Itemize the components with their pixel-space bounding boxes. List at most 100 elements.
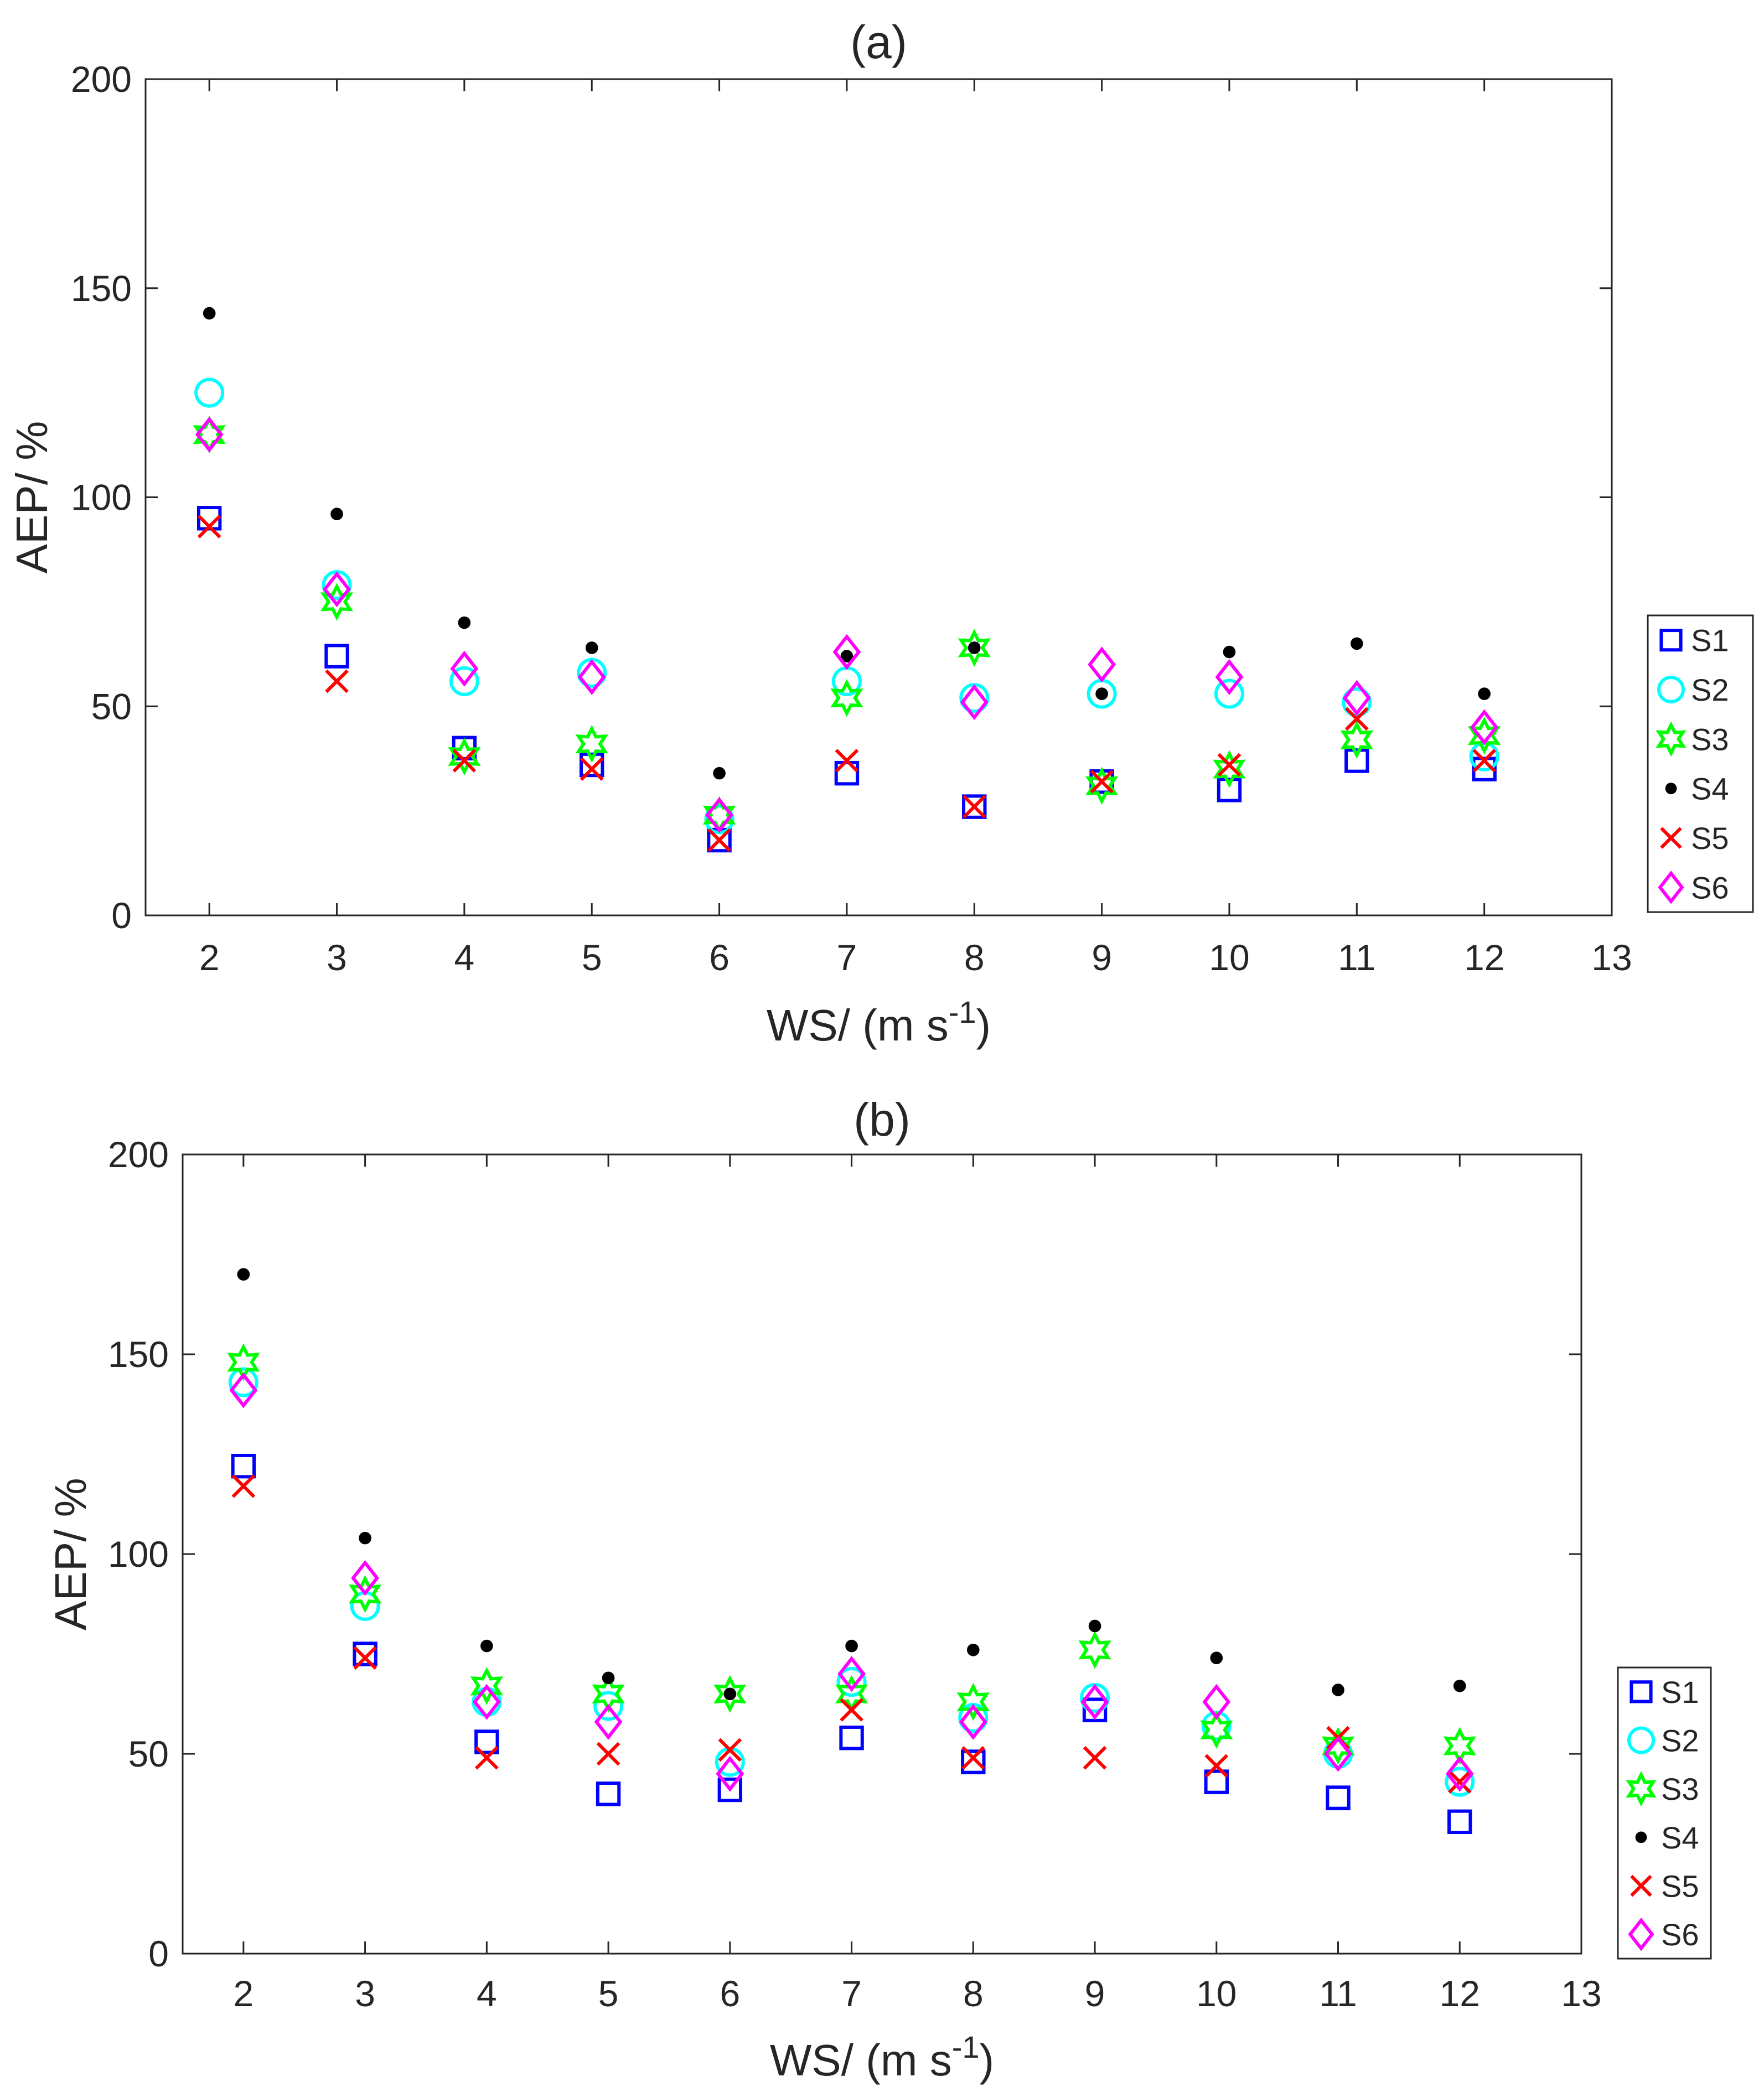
data-point-s5 xyxy=(231,1474,256,1498)
legend-marker-s1 xyxy=(1629,1680,1653,1703)
x-tick-label: 9 xyxy=(1085,1973,1105,2014)
data-point-s1 xyxy=(580,752,604,778)
data-point-s6 xyxy=(1088,646,1116,683)
data-point-s2 xyxy=(194,377,225,408)
data-point-s4 xyxy=(1478,687,1491,700)
data-point-s4 xyxy=(458,616,471,629)
series-s4 xyxy=(237,1268,1466,1700)
data-point-s4 xyxy=(967,1643,980,1656)
data-point-s4 xyxy=(1095,687,1108,700)
data-point-s5 xyxy=(580,757,604,781)
data-point-s2 xyxy=(593,1691,624,1721)
x-tick-label: 2 xyxy=(234,1973,254,2014)
data-point-s4 xyxy=(203,307,216,320)
x-tick-label: 13 xyxy=(1591,937,1632,978)
data-point-s3 xyxy=(348,1575,382,1613)
x-tick-label: 5 xyxy=(598,1973,619,2014)
data-point-s1 xyxy=(839,1725,864,1751)
data-point-s5 xyxy=(835,749,859,773)
y-axis-label: AEP/ % xyxy=(7,421,56,574)
legend: S1 S2 S3 S4 S5 S6 xyxy=(1617,1666,1712,1960)
data-point-s1 xyxy=(1447,1809,1472,1834)
data-point-s1 xyxy=(1344,748,1369,773)
data-point-s6 xyxy=(1445,1756,1474,1792)
legend-label-s4: S4 xyxy=(1691,771,1729,806)
data-point-s5 xyxy=(1204,1754,1229,1778)
data-point-s4 xyxy=(359,1531,371,1545)
data-point-s3 xyxy=(830,679,863,717)
y-tick-label: 150 xyxy=(71,268,132,309)
data-point-s4 xyxy=(1210,1651,1223,1665)
y-tick-label: 100 xyxy=(71,477,132,518)
data-point-s3 xyxy=(956,1682,990,1721)
x-tick-label: 6 xyxy=(709,937,730,978)
data-point-s2 xyxy=(836,1667,867,1697)
data-point-s6 xyxy=(577,659,606,695)
legend-label-s2: S2 xyxy=(1691,672,1729,707)
data-point-s5 xyxy=(1472,749,1496,773)
data-point-s6 xyxy=(351,1560,380,1596)
data-point-s5 xyxy=(962,795,986,819)
data-point-s6 xyxy=(229,1372,258,1409)
data-point-s1 xyxy=(596,1782,621,1806)
legend-label-s3: S3 xyxy=(1691,722,1729,757)
chart-title: (b) xyxy=(853,1094,911,1146)
data-point-s6 xyxy=(1202,1684,1231,1720)
data-point-s5 xyxy=(596,1742,620,1766)
data-point-s1 xyxy=(1326,1785,1351,1810)
data-point-s5 xyxy=(1447,1770,1472,1794)
x-axis-label: WS/ (m s-1) xyxy=(770,2029,994,2085)
data-point-s3 xyxy=(448,737,481,776)
data-point-s5 xyxy=(325,669,349,693)
legend-marker-s5 xyxy=(1630,1874,1652,1897)
data-point-s4 xyxy=(968,641,981,654)
data-point-s5 xyxy=(1083,1746,1107,1770)
data-point-s5 xyxy=(197,515,221,538)
legend-label-s1: S1 xyxy=(1661,1675,1699,1710)
legend-marker-s4 xyxy=(1635,1831,1647,1844)
data-point-s1 xyxy=(961,1749,986,1774)
legend-marker-s1 xyxy=(1659,629,1683,652)
data-point-s5 xyxy=(961,1746,985,1770)
y-tick-label: 200 xyxy=(71,59,132,100)
data-point-s5 xyxy=(475,1746,499,1770)
x-tick-label: 9 xyxy=(1091,937,1112,978)
legend-label-s4: S4 xyxy=(1661,1820,1699,1855)
x-tick-label: 7 xyxy=(841,1973,862,2014)
x-tick-label: 3 xyxy=(327,937,347,978)
data-point-s6 xyxy=(323,571,351,608)
series-s6 xyxy=(229,1372,1474,1792)
x-tick-label: 8 xyxy=(963,1973,984,2014)
data-point-s2 xyxy=(1445,1767,1475,1797)
x-tick-label: 8 xyxy=(964,937,985,978)
data-point-s1 xyxy=(324,644,349,669)
data-point-s3 xyxy=(1321,1727,1355,1765)
data-point-s5 xyxy=(840,1698,863,1722)
data-point-s4 xyxy=(840,650,853,662)
data-point-s4 xyxy=(845,1639,858,1653)
x-tick-label: 6 xyxy=(720,1973,740,2014)
data-point-s6 xyxy=(716,1756,744,1792)
data-point-s5 xyxy=(718,1738,742,1762)
series-s3 xyxy=(227,1343,1477,1765)
data-point-s1 xyxy=(1204,1769,1229,1794)
x-tick-label: 5 xyxy=(582,937,602,978)
legend-marker-s4 xyxy=(1665,783,1677,795)
chart-title: (a) xyxy=(850,16,907,68)
series-s4 xyxy=(203,307,1491,780)
legend-label-s6: S6 xyxy=(1661,1917,1699,1952)
data-point-s3 xyxy=(320,583,354,621)
x-axis-label: WS/ (m s-1) xyxy=(767,995,991,1050)
data-point-s4 xyxy=(1453,1679,1466,1692)
legend-label-s2: S2 xyxy=(1661,1723,1699,1758)
series-s1 xyxy=(231,1453,1472,1834)
data-point-s4 xyxy=(602,1671,615,1685)
y-axis-label: AEP/ % xyxy=(46,1478,95,1630)
legend-box xyxy=(1617,1666,1712,1960)
panel-b: (b) 2 3 4 5 6 7 8 9 10 11 12 13 0 50 100 150 200 WS/ (m s-… xyxy=(46,1094,1712,2085)
data-point-s3 xyxy=(958,629,991,667)
data-point-s6 xyxy=(837,1656,866,1692)
data-point-s4 xyxy=(237,1268,250,1281)
data-point-s6 xyxy=(450,650,479,687)
data-point-s5 xyxy=(1090,769,1114,794)
